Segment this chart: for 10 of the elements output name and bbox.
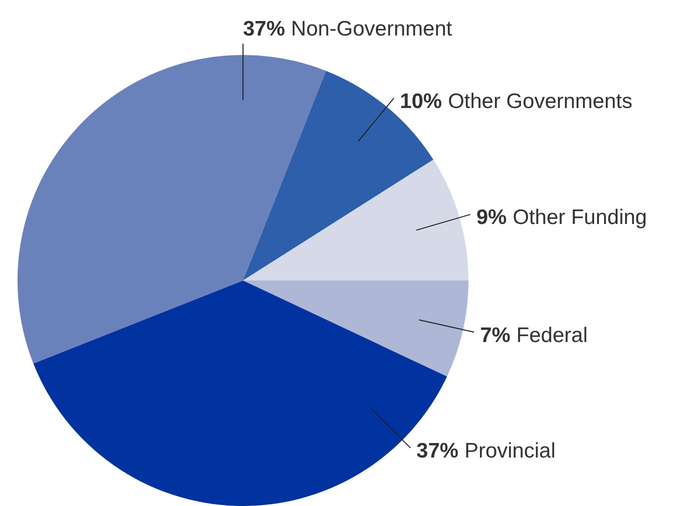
data-label: 10% xyxy=(400,90,442,113)
slice-label: Other Funding xyxy=(512,206,647,230)
data-label: 7% xyxy=(480,324,511,347)
slice-label: Provincial xyxy=(464,440,556,463)
data-label: 9% xyxy=(476,206,508,230)
data-label: 37% xyxy=(243,18,286,41)
slice-label: Federal xyxy=(516,324,588,347)
slice-label: Other Governments xyxy=(448,90,632,113)
data-label: 37% xyxy=(416,440,459,463)
slice-label: Non-Government xyxy=(291,18,452,41)
